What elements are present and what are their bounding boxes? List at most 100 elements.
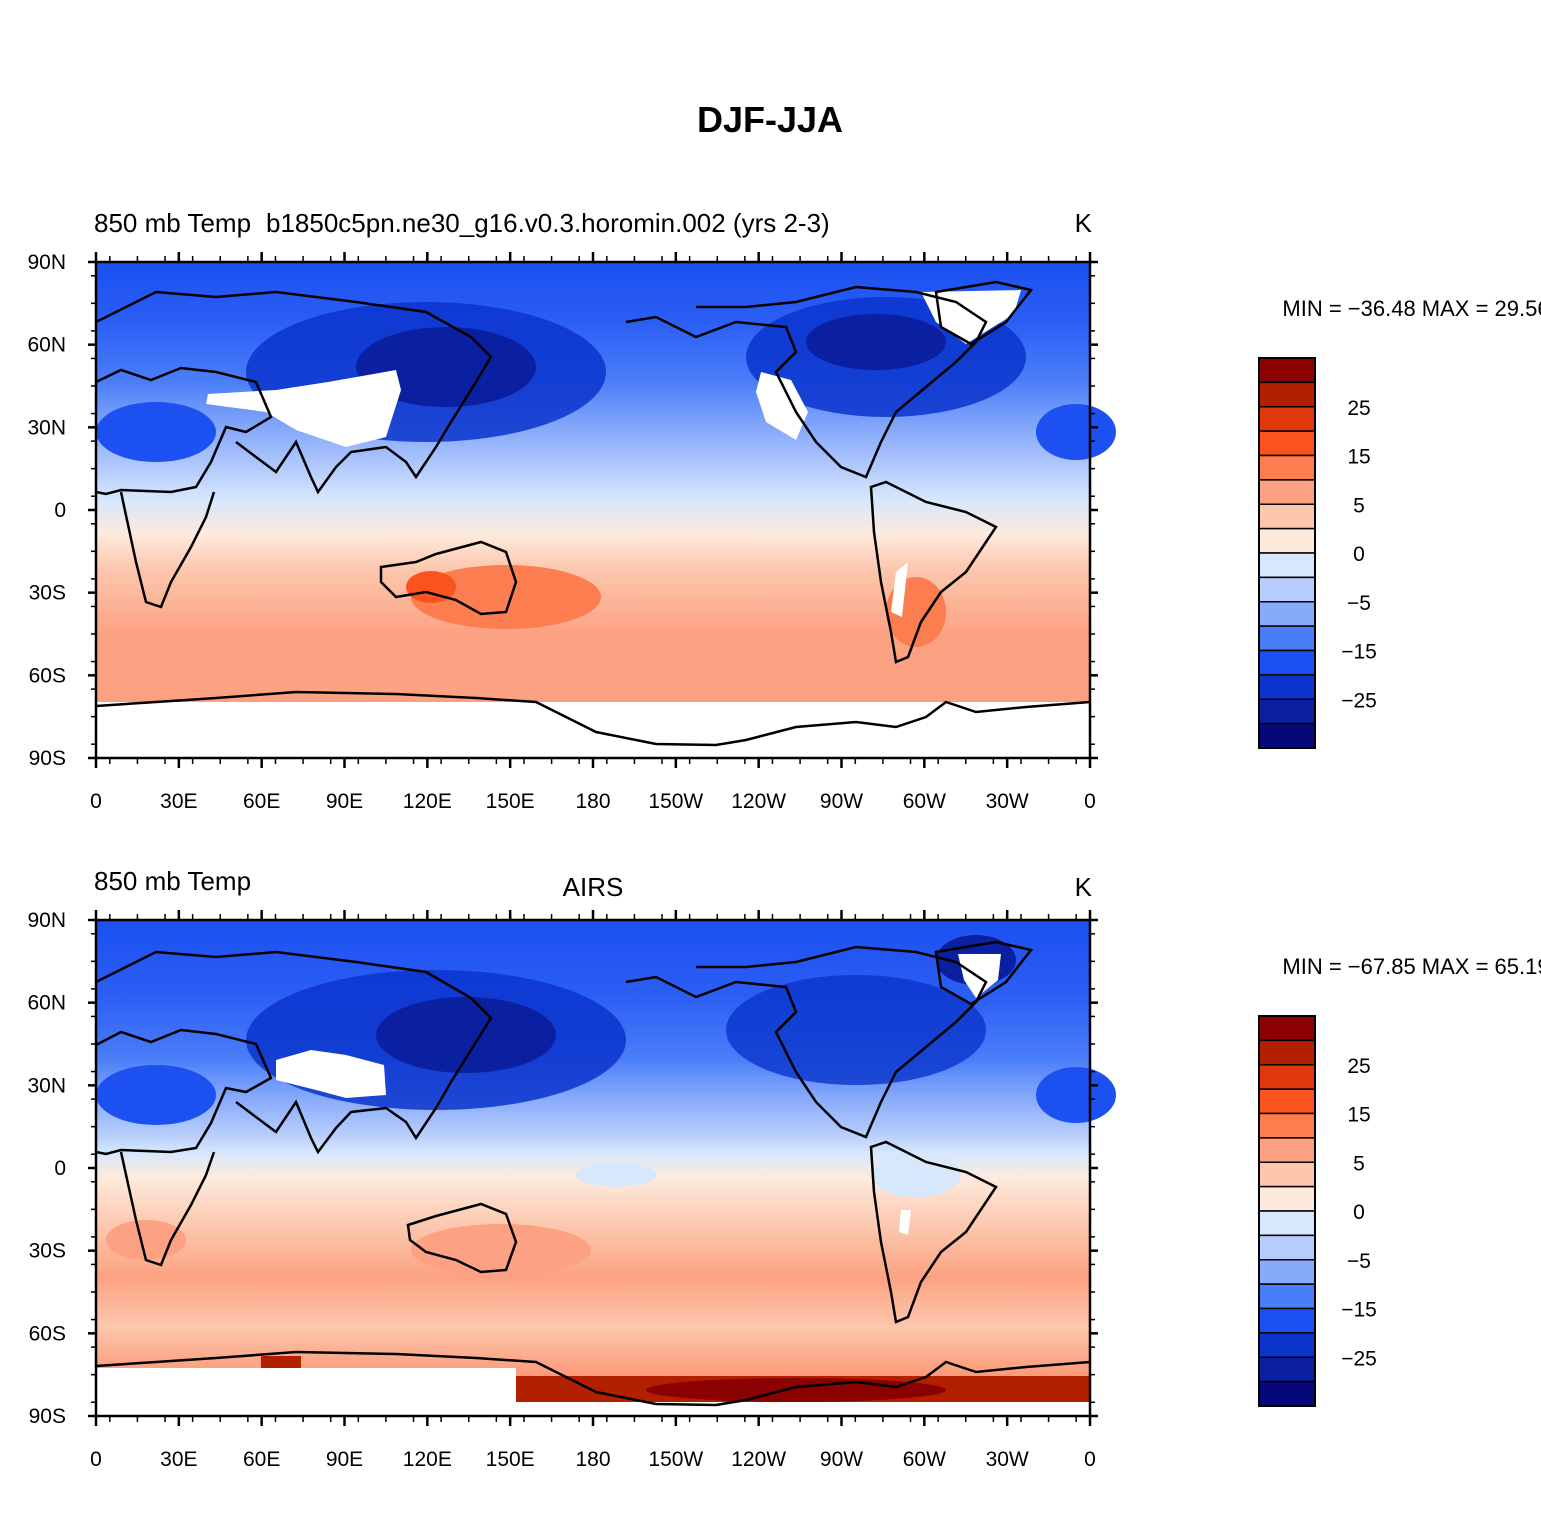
colorbar-swatch	[1258, 576, 1316, 603]
missing-data-antarctica	[96, 1368, 516, 1402]
colorbar-swatch	[1258, 1088, 1316, 1115]
lon-tick-label: 150E	[486, 790, 535, 813]
panel-center-label: AIRS	[563, 872, 624, 902]
field-blob	[1036, 1067, 1116, 1123]
missing-data-rockies	[756, 372, 808, 440]
lon-tick-label: 180	[575, 1448, 610, 1471]
field-blob	[871, 1153, 961, 1197]
lon-tick-label: 150W	[648, 1448, 703, 1471]
colorbar-swatch	[1258, 1112, 1316, 1139]
coastline-antarctica	[95, 690, 1091, 747]
field-blob	[1036, 404, 1116, 460]
colorbar-label: 15	[1347, 446, 1370, 469]
field-blob	[576, 1163, 656, 1187]
coastline-australia	[379, 540, 518, 616]
colorbar-label: 25	[1347, 397, 1370, 420]
colorbar: 25 15 5 0 −5 −15 −25	[1258, 1015, 1377, 1407]
colorbar-swatch	[1258, 1039, 1316, 1066]
colorbar-swatch	[1258, 406, 1316, 432]
colorbar-swatch	[1258, 503, 1316, 530]
colorbar-swatch	[1258, 698, 1316, 725]
coastlines	[95, 940, 1091, 1407]
lat-tick-label: 90S	[29, 747, 66, 770]
lon-tick-label: 90E	[326, 790, 363, 813]
colorbar-swatch	[1258, 479, 1316, 505]
colorbar-swatch	[1258, 1064, 1316, 1090]
colorbar-swatch	[1258, 1015, 1316, 1042]
colorbar-frame	[1258, 357, 1316, 749]
colorbar-label: 5	[1353, 494, 1365, 517]
lon-tick-label: 30W	[986, 1448, 1029, 1471]
colorbar-swatch	[1258, 527, 1316, 554]
panel-units-label: K	[1075, 208, 1093, 238]
panel-left-label: 850 mb Temp	[94, 866, 251, 896]
lon-tick-label: 30W	[986, 790, 1029, 813]
lat-tick-label: 30S	[29, 582, 66, 605]
coastline-africa-north	[95, 366, 273, 496]
colorbar-swatch	[1258, 1283, 1316, 1310]
coastline-eurasia	[95, 290, 493, 495]
panel-left-label: 850 mb Temp	[94, 208, 251, 238]
colorbar-label: 0	[1353, 543, 1365, 566]
coastline-greenland	[934, 280, 1034, 346]
colorbar-swatch	[1258, 722, 1316, 749]
colorbar-swatch	[1258, 1185, 1316, 1212]
lat-tick-label: 90S	[29, 1405, 66, 1428]
lon-tick-label: 0	[1084, 790, 1096, 813]
coastline-africa-south	[119, 491, 216, 609]
coastline-north-america	[625, 285, 988, 479]
panel-observation: 850 mb Temp AIRS K	[27, 866, 1541, 1471]
coastline-antarctica	[95, 1350, 1091, 1407]
lat-tick-label: 30S	[29, 1240, 66, 1263]
lon-tick-label: 120W	[731, 1448, 786, 1471]
field-blob	[356, 327, 536, 407]
colorbar-label: −25	[1341, 1347, 1377, 1370]
colorbar-swatch	[1258, 1307, 1316, 1334]
lon-tick-label: 90E	[326, 1448, 363, 1471]
colorbar-label: −5	[1347, 1250, 1371, 1273]
lon-tick-label: 60E	[243, 1448, 280, 1471]
colorbar-swatch	[1258, 1356, 1316, 1383]
field-blob	[646, 1378, 946, 1402]
coastlines	[95, 280, 1091, 747]
colorbar-swatch	[1258, 357, 1316, 384]
field-blob	[806, 314, 946, 370]
min-max-stats: MIN = −36.48 MAX = 29.56	[1282, 296, 1541, 321]
colorbar-swatch	[1258, 1259, 1316, 1285]
min-max-stats: MIN = −67.85 MAX = 65.19	[1282, 954, 1541, 979]
field-blob	[411, 1224, 591, 1276]
lon-axis: 0 30E 60E 90E 120E 150E 180 150W 120W 90W 60W 30W 0	[90, 910, 1096, 1471]
panel-overlap-label: b1850c5pn.ne30_g16.v0.3.horomin.002 (yrs…	[266, 208, 830, 238]
colorbar-label: 0	[1353, 1201, 1365, 1224]
lat-tick-label: 60S	[29, 1322, 66, 1345]
lon-tick-label: 120E	[403, 790, 452, 813]
missing-data-tibet	[276, 1050, 386, 1098]
colorbar-swatch	[1258, 552, 1316, 579]
colorbar-swatch	[1258, 454, 1316, 481]
coastline-africa-south	[119, 1151, 216, 1267]
lon-axis: 0 30E 60E 90E 120E 150E 180 150W 120W 90W 60W 30W 0	[90, 252, 1096, 813]
panel-model: 850 mb Temp b1850c5pn.ne30_g16.v0.3.horo…	[27, 208, 1541, 813]
lon-tick-label: 0	[90, 790, 102, 813]
colorbar-swatch	[1258, 625, 1316, 652]
field-blob	[106, 1220, 186, 1260]
field-blob	[411, 565, 601, 629]
lon-tick-label: 60W	[903, 790, 946, 813]
lon-tick-label: 150E	[486, 1448, 535, 1471]
missing-data-greenland	[921, 290, 1021, 344]
lat-tick-label: 90N	[27, 909, 66, 932]
field-blob	[406, 571, 456, 603]
missing-data-antarctica	[96, 1402, 1090, 1416]
lat-tick-label: 60S	[29, 664, 66, 687]
lon-tick-label: 0	[90, 1448, 102, 1471]
missing-data-andes	[899, 1210, 911, 1235]
colorbar-label: 25	[1347, 1055, 1370, 1078]
coastline-africa-north	[95, 1028, 273, 1156]
coastline-south-america	[869, 1140, 998, 1324]
lon-tick-label: 180	[575, 790, 610, 813]
colorbar-swatch	[1258, 430, 1316, 457]
lon-tick-label: 90W	[820, 790, 863, 813]
coastline-greenland	[934, 940, 1034, 1006]
coastline-eurasia	[95, 950, 493, 1155]
coastline-south-america	[869, 480, 998, 664]
